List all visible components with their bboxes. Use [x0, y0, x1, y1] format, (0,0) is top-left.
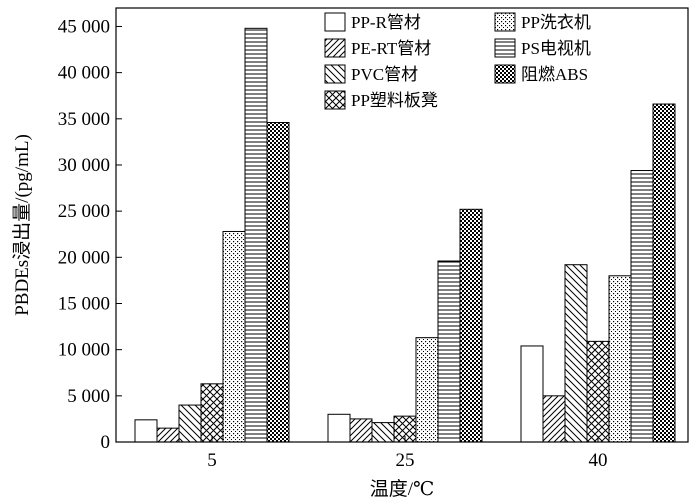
bar-2-40 [542, 395, 566, 443]
y-tick-label: 15 000 [58, 293, 110, 314]
bar-3-5 [178, 404, 202, 443]
legend-swatch [324, 12, 346, 32]
bar-7-40 [652, 103, 676, 443]
legend-swatch [494, 64, 516, 84]
y-tick-label: 10 000 [58, 340, 110, 361]
bar-5-5 [222, 230, 246, 443]
legend-label: PP洗衣机 [521, 13, 591, 32]
bar-2-5 [156, 427, 180, 443]
bar-5-40 [608, 275, 632, 443]
x-axis-ticks: 5 25 40 [207, 436, 608, 471]
bar-5-25 [415, 337, 439, 443]
legend-swatch [324, 90, 346, 110]
legend-label: PP-R管材 [351, 13, 421, 32]
bar-6-25 [437, 260, 461, 443]
bar-1-25 [327, 413, 351, 443]
bar-7-5 [266, 122, 290, 443]
y-tick-label: 25 000 [58, 201, 110, 222]
legend-label: PVC管材 [351, 65, 418, 84]
bar-1-40 [520, 345, 544, 443]
legend-swatch [324, 64, 346, 84]
bar-3-25 [371, 422, 395, 443]
y-tick-label: 30 000 [58, 155, 110, 176]
y-axis-title: PBDEs浸出量/(pg/mL) [11, 134, 33, 316]
x-tick-label: 40 [589, 450, 608, 471]
legend-label: PS电视机 [521, 39, 591, 58]
y-tick-label: 40 000 [58, 63, 110, 84]
bar-3-40 [564, 264, 588, 443]
bar-7-25 [459, 208, 483, 443]
x-tick-label: 5 [207, 450, 217, 471]
legend-label: PP塑料板凳 [351, 91, 438, 110]
plot-frame [115, 7, 689, 443]
bar-1-5 [134, 419, 158, 443]
y-tick-label: 0 [101, 432, 111, 453]
y-tick-label: 45 000 [58, 16, 110, 37]
bar-4-5 [200, 383, 224, 443]
legend-label: PE-RT管材 [351, 39, 431, 58]
legend-swatch [494, 38, 516, 58]
x-axis-title: 温度/℃ [370, 478, 435, 500]
legend-swatch [494, 12, 516, 32]
bar-6-40 [630, 170, 654, 443]
bar-6-5 [244, 27, 268, 443]
y-tick-label: 5 000 [67, 386, 110, 407]
legend-swatch [324, 38, 346, 58]
y-tick-label: 35 000 [58, 109, 110, 130]
bar-2-25 [349, 418, 373, 443]
legend-label: 阻燃ABS [521, 65, 588, 84]
bar-4-40 [586, 340, 610, 443]
x-tick-label: 25 [396, 450, 415, 471]
y-axis-ticks: 0 5 000 10 000 15 000 20 000 25 000 30 000 35 0… [58, 16, 122, 453]
y-tick-label: 20 000 [58, 247, 110, 268]
